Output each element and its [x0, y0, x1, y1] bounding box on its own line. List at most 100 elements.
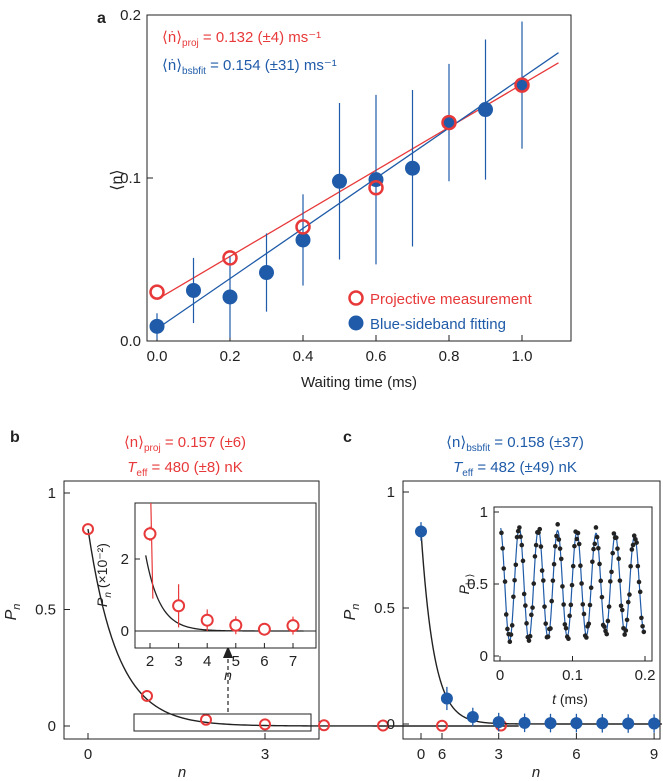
- inset-data-point: [597, 561, 602, 567]
- inset-data-point: [521, 591, 527, 597]
- data-point: [415, 525, 427, 538]
- inset-x-tick-label: 2: [146, 653, 154, 670]
- inset-data-point: [558, 556, 564, 562]
- x-tick-label: 3: [495, 746, 503, 763]
- inset-data-point: [501, 566, 507, 571]
- data-point-projective: [514, 77, 530, 93]
- inset-data-point: [566, 636, 571, 642]
- panel-label-b: b: [10, 429, 20, 446]
- inset-data-point: [545, 634, 551, 640]
- inset-data-point: [541, 578, 546, 583]
- data-point-bsbfit: [222, 289, 238, 305]
- inset-data-point: [568, 602, 574, 608]
- inset-data-point: [578, 563, 583, 568]
- inset-data-point: [532, 554, 538, 559]
- title-line2: Teff = 482 (±49) nK: [453, 459, 577, 479]
- data-point: [440, 692, 453, 705]
- inset-y-tick-label: 1: [480, 504, 488, 521]
- inset-data-point: [592, 541, 598, 547]
- panel-a: 0.0 0.2 0.4 0.6 0.8 1.0 0.0 0.1 0.2 ⟨n⟩ Waiting …: [109, 7, 572, 391]
- inset-x-tick-label: 0: [496, 667, 504, 684]
- inset-frame: [134, 502, 317, 649]
- inset-y-axis-label: P|↑⟩: [456, 573, 476, 594]
- panel-c: ⟨n⟩bsbfit = 0.158 (±37) Teff = 482 (±49)…: [342, 434, 662, 781]
- annotation-bsbfit: ⟨ṅ⟩bsbfit = 0.154 (±31) ms⁻¹: [162, 57, 337, 77]
- fit-curve: [420, 531, 662, 725]
- legend: Projective measurement Blue-sideband fit…: [348, 290, 533, 333]
- inset-data-point: [531, 581, 537, 586]
- inset-data-point: [613, 535, 619, 540]
- x-tick-label: 0.4: [293, 348, 314, 365]
- data-point-projective: [295, 219, 311, 235]
- data-point: [82, 523, 94, 536]
- inset-data-point: [594, 534, 600, 540]
- fit-line-bsbfit: [156, 52, 559, 330]
- inset-data-point: [556, 537, 562, 542]
- x-axis-label: n: [532, 764, 540, 781]
- inset-data-point: [581, 611, 587, 617]
- inset-data-point: [526, 638, 532, 643]
- inset-data-point: [530, 605, 535, 610]
- inset-data-point: [576, 541, 582, 547]
- inset-fit-curve: [500, 527, 646, 642]
- y-tick-label: 0.5: [35, 602, 56, 619]
- inset-data-point: [619, 607, 625, 613]
- data-point: [596, 717, 609, 730]
- inset-data-point: [586, 621, 592, 627]
- inset-data-point: [602, 624, 607, 629]
- inset-data-point: [569, 582, 575, 588]
- data-point: [200, 713, 212, 726]
- inset-data-point: [514, 534, 520, 540]
- data-point-bsbfit: [295, 232, 311, 248]
- title-line1: ⟨n⟩proj = 0.157 (±6): [124, 434, 246, 454]
- inset-data-point: [554, 533, 559, 539]
- inset-data-point: [587, 602, 593, 608]
- inset-data-point: [513, 562, 519, 568]
- data-point-projective: [441, 114, 457, 131]
- zoom-arrow: [223, 646, 233, 712]
- inset-data-point: [584, 635, 589, 640]
- inset-data-point: [555, 522, 560, 527]
- y-tick-label: 0.5: [374, 600, 395, 617]
- inset-data-point: [500, 546, 505, 551]
- inset-data-point: [536, 530, 541, 535]
- inset-data-point: [611, 531, 617, 536]
- inset-data-point: [622, 632, 627, 637]
- inset-data-point: [634, 540, 639, 545]
- y-tick-label: 0: [48, 718, 56, 735]
- inset-data-point: [606, 604, 612, 609]
- inset-data-point: [560, 584, 565, 589]
- inset-data-point: [539, 568, 545, 573]
- legend-label-projective: Projective measurement: [370, 291, 533, 308]
- inset-y-tick-label: 0.5: [467, 576, 488, 593]
- inset-data-point: [562, 622, 568, 627]
- inset-y-tick-label: 0: [121, 623, 129, 640]
- inset-data-point: [610, 550, 616, 556]
- x-tick-label: 0.6: [366, 348, 387, 365]
- inset-x-tick-label: 4: [203, 653, 211, 670]
- y-tick-label: 1: [48, 485, 56, 502]
- inset-data-point: [618, 603, 624, 609]
- inset-data-point: [593, 525, 599, 530]
- inset-data-point: [608, 579, 613, 584]
- inset-data-point: [598, 578, 604, 584]
- data-point-bsbfit: [259, 265, 274, 281]
- x-axis-label: Waiting time (ms): [301, 374, 417, 391]
- inset-data-point: [641, 629, 647, 635]
- inset-x-tick-label: 0.2: [635, 667, 656, 684]
- x-tick-label: 0: [84, 746, 92, 763]
- data-point-projective: [149, 284, 165, 300]
- title-line2: Teff = 480 (±8) nK: [127, 459, 242, 479]
- inset-y-tick-label: 0: [480, 648, 488, 665]
- inset-data-point: [588, 585, 594, 591]
- panel-label-c: c: [343, 429, 352, 446]
- inset-data-point: [590, 559, 595, 565]
- panel-label-a: a: [97, 10, 106, 27]
- inset-data-point: [537, 526, 543, 532]
- inset-data-point: [623, 628, 629, 633]
- inset-data-point: [563, 625, 569, 631]
- inset-fit-curve: [145, 555, 304, 632]
- inset-data-point: [574, 536, 580, 542]
- zoom-box: [133, 713, 312, 732]
